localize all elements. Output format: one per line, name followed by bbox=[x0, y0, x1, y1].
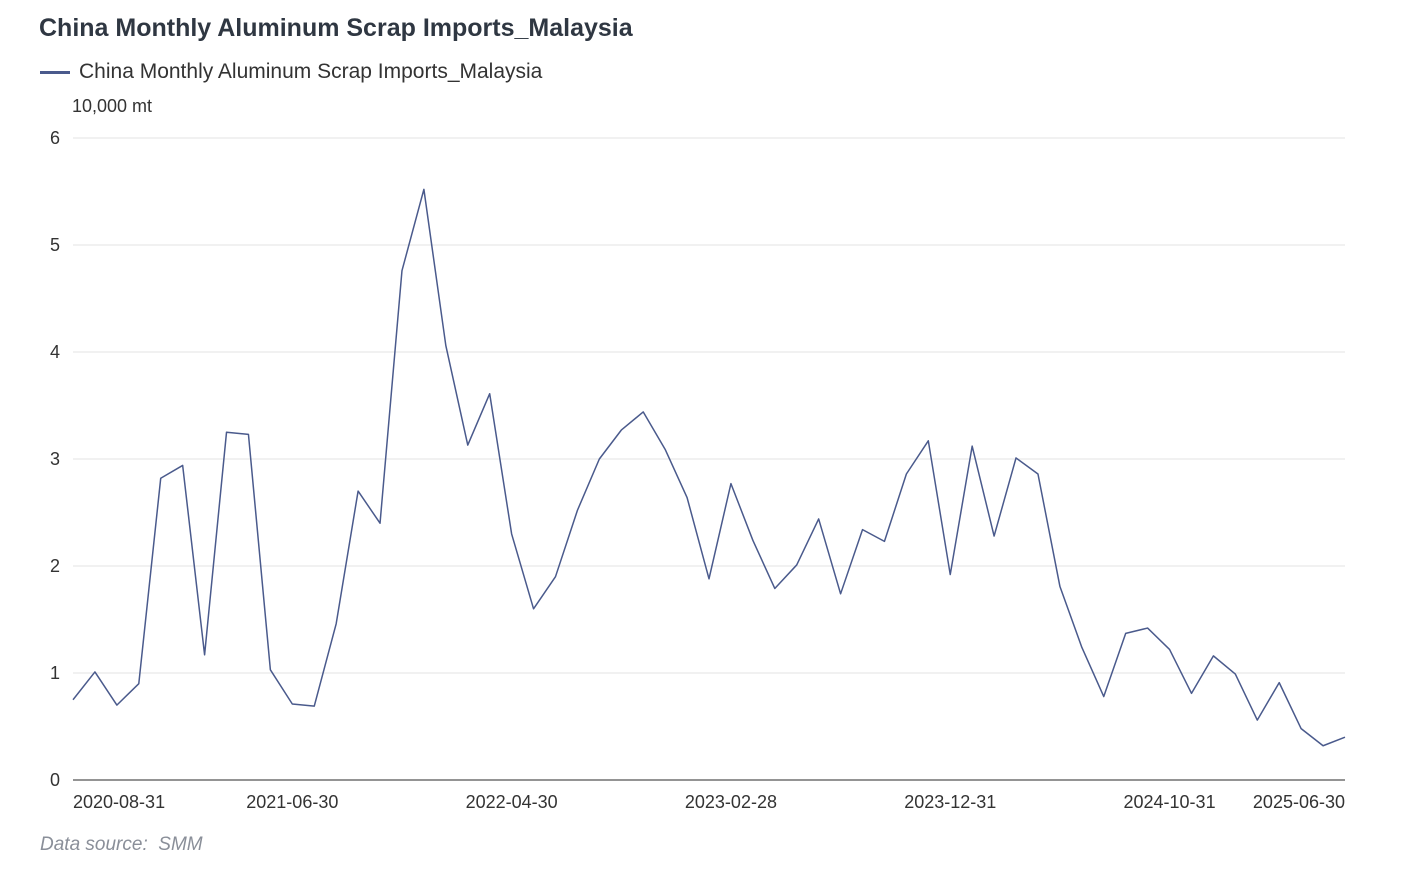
data-source: Data source: SMM bbox=[40, 834, 203, 856]
x-tick-label-2022-04-30: 2022-04-30 bbox=[466, 792, 558, 812]
legend-swatch bbox=[40, 70, 70, 74]
chart-title: China Monthly Aluminum Scrap Imports_Mal… bbox=[39, 14, 633, 42]
x-tick-label-2023-12-31: 2023-12-31 bbox=[904, 792, 996, 812]
tick-labels: 0 1 2 3 4 5 6 2020-08-31 2021-06-30 2022-04-30 202… bbox=[50, 128, 1345, 812]
y-tick-label-0: 0 bbox=[50, 770, 60, 790]
data-source-label: Data source: bbox=[40, 834, 148, 855]
y-tick-label-6: 6 bbox=[50, 128, 60, 148]
y-tick-label-5: 5 bbox=[50, 235, 60, 255]
series-layer bbox=[72, 188, 1346, 747]
series-line bbox=[72, 188, 1346, 747]
x-tick-label-2023-02-28: 2023-02-28 bbox=[685, 792, 777, 812]
y-tick-label-3: 3 bbox=[50, 449, 60, 469]
x-tick-label-2024-10-31: 2024-10-31 bbox=[1124, 792, 1216, 812]
y-axis-unit-label: 10,000 mt bbox=[72, 96, 153, 116]
y-tick-label-4: 4 bbox=[50, 342, 60, 362]
x-tick-label-2020-08-31: 2020-08-31 bbox=[73, 792, 165, 812]
x-tick-label-2025-06-30: 2025-06-30 bbox=[1253, 792, 1345, 812]
legend-label: China Monthly Aluminum Scrap Imports_Mal… bbox=[79, 60, 543, 83]
data-source-value: SMM bbox=[158, 834, 203, 855]
x-tick-label-2021-06-30: 2021-06-30 bbox=[246, 792, 338, 812]
legend[interactable]: China Monthly Aluminum Scrap Imports_Mal… bbox=[40, 60, 542, 84]
y-tick-label-1: 1 bbox=[50, 663, 60, 683]
y-tick-label-2: 2 bbox=[50, 556, 60, 576]
gridlines bbox=[73, 137, 1345, 674]
